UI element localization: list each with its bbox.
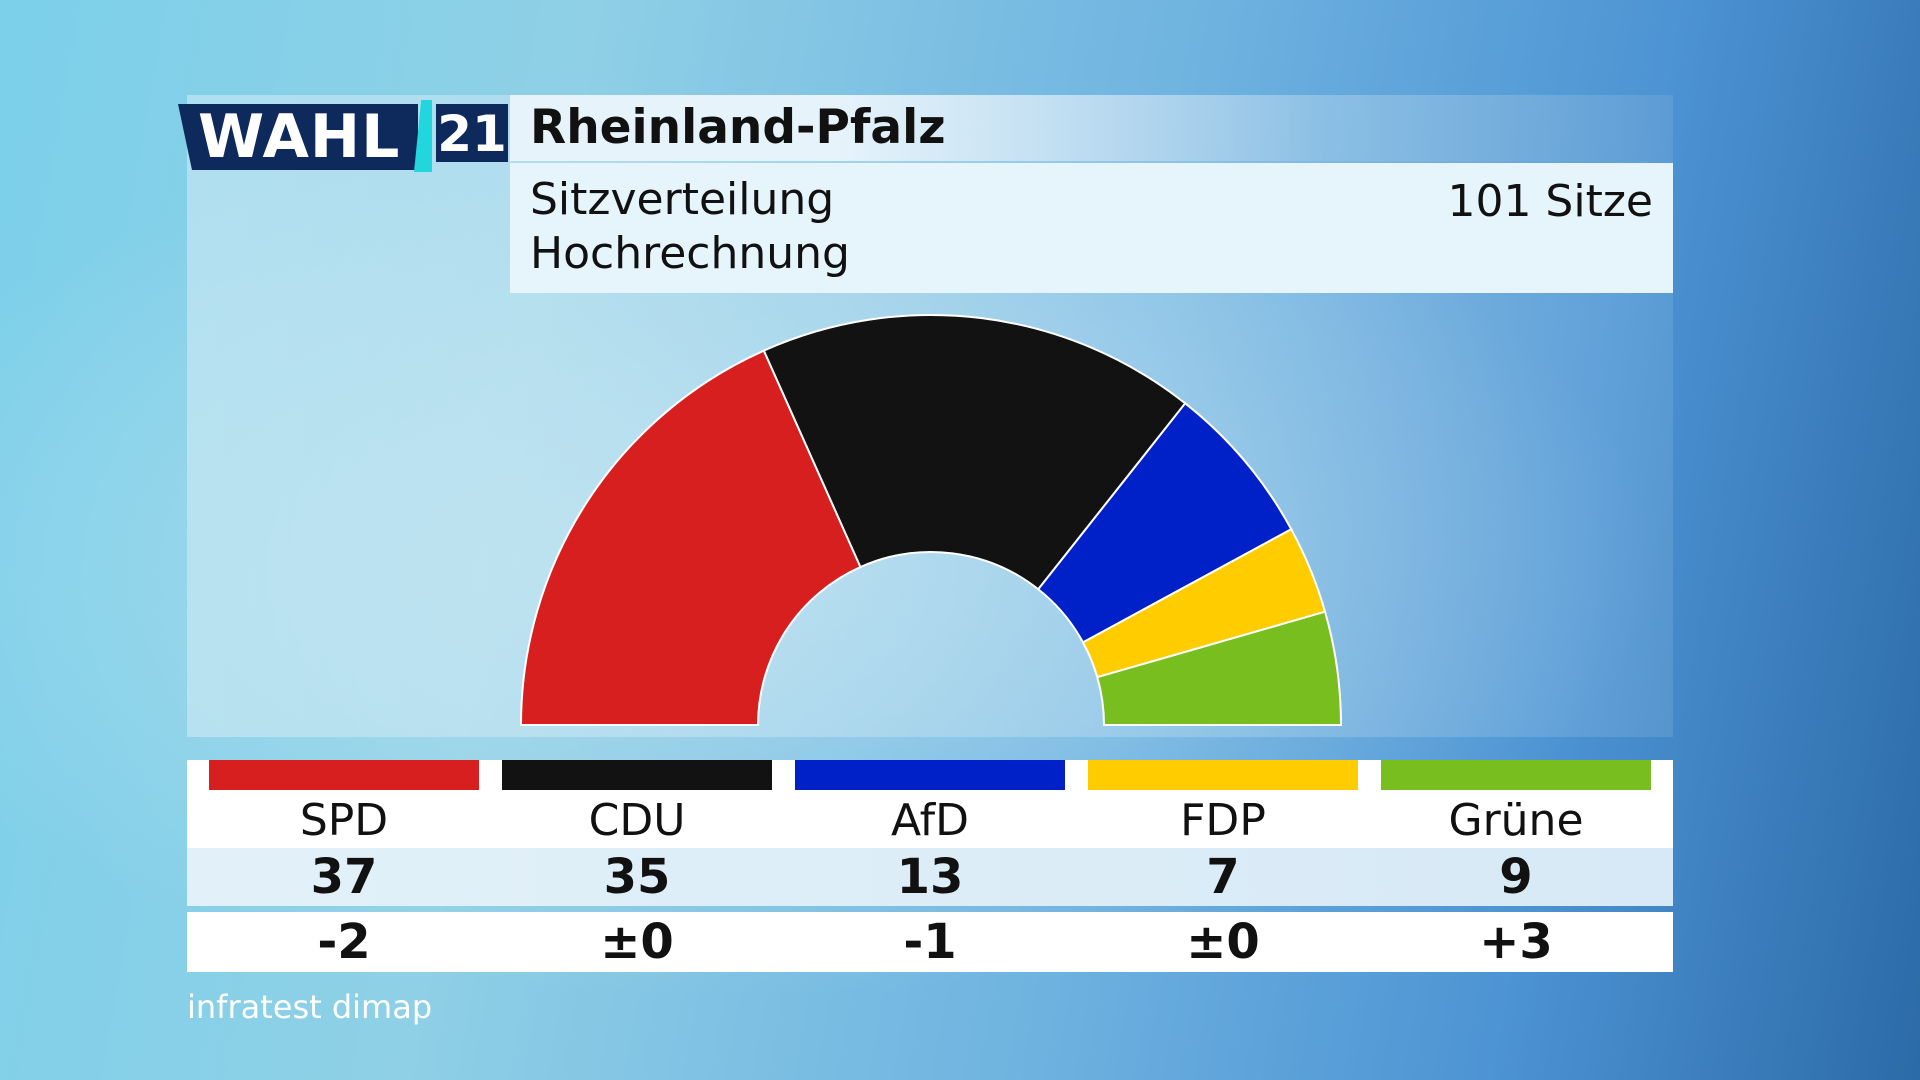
subtitle-line-2: Hochrechnung	[530, 228, 850, 279]
source-label: infratest dimap	[187, 988, 433, 1026]
legend-swatch-afd	[795, 760, 1065, 790]
party-label-cdu: CDU	[588, 795, 686, 846]
total-seats: 101 Sitze	[1447, 176, 1653, 227]
party-label-row: SPD CDU AfD FDP Grüne	[187, 760, 1673, 848]
slice-cdu	[762, 314, 1187, 591]
seat-count-spd: 37	[310, 849, 378, 905]
seat-change-spd: -2	[317, 914, 371, 970]
legend-swatch-fdp	[1088, 760, 1358, 790]
legend-swatch-spd	[209, 760, 479, 790]
seat-count-fdp: 7	[1206, 849, 1240, 905]
results-table: SPD CDU AfD FDP Grüne 37 35 13 7 9 -2 ±0 -1 ±0 +3	[187, 760, 1673, 972]
seat-count-afd: 13	[896, 849, 964, 905]
logo-year: 21	[436, 104, 508, 163]
legend-swatch-cdu	[502, 760, 772, 790]
party-label-afd: AfD	[891, 795, 969, 846]
seat-count-grne: 9	[1499, 849, 1533, 905]
party-label-grne: Grüne	[1448, 795, 1584, 846]
seat-count-cdu: 35	[603, 849, 671, 905]
subtitle-box: Sitzverteilung Hochrechnung 101 Sitze	[510, 163, 1673, 293]
subtitle-line-1: Sitzverteilung	[530, 174, 835, 225]
seat-change-afd: -1	[903, 914, 957, 970]
party-label-fdp: FDP	[1180, 795, 1266, 846]
seat-change-row: -2 ±0 -1 ±0 +3	[187, 912, 1673, 972]
slice-spd	[519, 349, 862, 726]
slice-grne	[1096, 610, 1343, 726]
logo-wahl-box: WAHL	[178, 104, 418, 170]
logo-wahl-text: WAHL	[198, 102, 401, 172]
seat-change-cdu: ±0	[600, 914, 674, 970]
title-bar: Rheinland-Pfalz	[510, 95, 1673, 161]
seat-change-grne: +3	[1479, 914, 1553, 970]
seat-change-fdp: ±0	[1186, 914, 1260, 970]
party-label-spd: SPD	[299, 795, 389, 846]
seat-count-row: 37 35 13 7 9	[187, 848, 1673, 906]
chart-title: Rheinland-Pfalz	[530, 100, 946, 155]
legend-swatch-grne	[1381, 760, 1651, 790]
